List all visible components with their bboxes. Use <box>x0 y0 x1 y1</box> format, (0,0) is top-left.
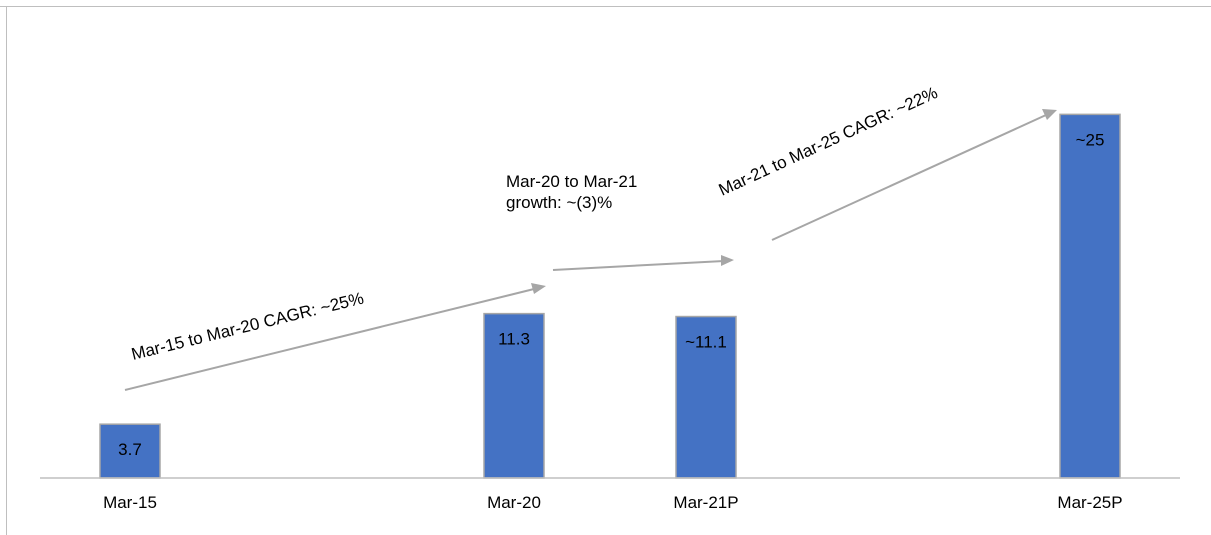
arrow-cagr-21-25-line <box>771 114 1047 241</box>
arrow-cagr-15-20-line <box>124 288 535 391</box>
arrow-cagr-15-20 <box>124 283 546 391</box>
data-labels-layer: 3.7 11.3 ~11.1 ~25 <box>118 130 1104 459</box>
bar-mar-21p <box>675 315 737 479</box>
annotation-growth-line1: Mar-20 to Mar-21 <box>506 172 638 191</box>
arrow-cagr-21-25 <box>771 109 1057 241</box>
annotation-growth-20-21: Mar-20 to Mar-21 growth: ~(3)% <box>506 171 652 213</box>
arrow-growth-20-21-line <box>552 260 725 271</box>
bar-mar-20 <box>483 312 545 479</box>
annotation-cagr-15-20: Mar-15 to Mar-20 CAGR: ~25% <box>129 289 365 364</box>
x-tick-label-mar-25p: Mar-25P <box>1057 493 1122 512</box>
x-tick-label-mar-15: Mar-15 <box>103 493 157 512</box>
bars-layer <box>99 113 1121 479</box>
annotation-cagr-21-25: Mar-21 to Mar-25 CAGR: ~22% <box>716 83 941 200</box>
x-tick-label-mar-21p: Mar-21P <box>673 493 738 512</box>
arrow-cagr-21-25-head <box>1042 109 1057 120</box>
annotation-growth-line2: growth: ~(3)% <box>506 193 613 212</box>
bar-mar-25p <box>1059 113 1121 479</box>
bar-mar-15 <box>99 423 161 479</box>
arrow-cagr-15-20-head <box>531 283 546 294</box>
arrow-growth-20-21-head <box>721 255 734 266</box>
data-label-mar-20: 11.3 <box>498 330 530 349</box>
data-label-mar-25p: ~25 <box>1076 130 1105 149</box>
data-label-mar-15: 3.7 <box>118 440 142 459</box>
x-tick-label-mar-20: Mar-20 <box>487 493 541 512</box>
x-tick-labels: Mar-15 Mar-20 Mar-21P Mar-25P <box>103 493 1123 512</box>
data-label-mar-21p: ~11.1 <box>685 333 727 352</box>
arrow-growth-20-21 <box>552 255 734 271</box>
